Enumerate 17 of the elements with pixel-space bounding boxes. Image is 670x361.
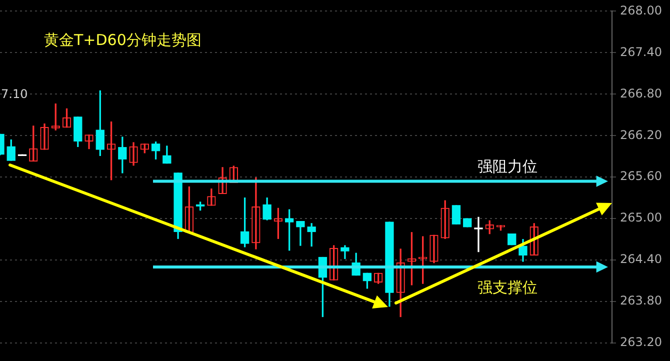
y-tick-label: 265.60 (620, 169, 662, 184)
candlestick (463, 218, 472, 228)
annotation: 7.10 (1, 87, 28, 101)
ref-line-label: 强阻力位 (477, 158, 538, 176)
candlestick (474, 216, 483, 252)
ref-line-label: 强支撑位 (477, 278, 538, 296)
candlestick (51, 104, 60, 130)
candlestick (452, 205, 461, 224)
y-tick-label: 264.40 (620, 252, 662, 266)
y-tick-label: 266.20 (620, 128, 662, 142)
y-tick-label: 265.00 (620, 210, 662, 225)
y-tick-label: 268.00 (620, 3, 662, 18)
y-tick-label: 263.20 (620, 335, 662, 350)
y-tick-label: 263.80 (620, 294, 662, 308)
text: 黄金T+D60分钟走势图 (44, 31, 202, 49)
y-tick-label: 267.40 (620, 44, 662, 59)
y-tick-label: 266.80 (620, 86, 662, 100)
